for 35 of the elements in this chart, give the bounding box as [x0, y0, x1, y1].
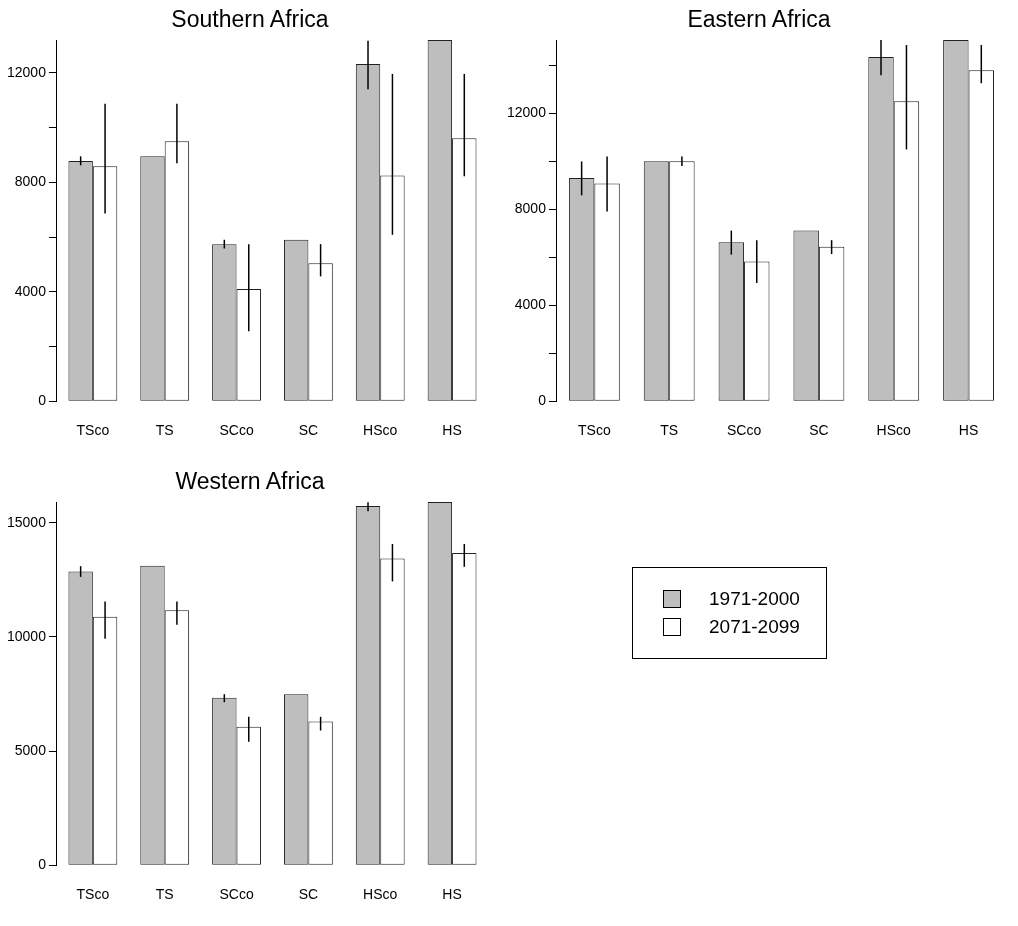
- y-tick-label: 5000: [14, 741, 47, 758]
- y-tick-label: 0: [38, 392, 47, 409]
- chart-title: Southern Africa: [170, 6, 330, 33]
- text: 2071-2099: [709, 616, 800, 638]
- x-tick-label: HS: [442, 422, 462, 439]
- x-tick-label: HS: [442, 886, 462, 903]
- x-tick-label: HSco: [363, 886, 398, 903]
- x-tick-label: TS: [155, 886, 174, 903]
- chart-title: Eastern Africa: [686, 6, 832, 33]
- x-tick-label: SCco: [219, 886, 254, 903]
- x-tick-label: TSco: [76, 886, 110, 903]
- x-tick-label: HS: [958, 422, 979, 439]
- x-tick-label: TS: [660, 422, 679, 439]
- y-tick-label: 0: [38, 856, 47, 873]
- x-tick-label: TS: [155, 422, 174, 439]
- legend-label: 1971-2000: [709, 588, 800, 610]
- y-tick-label: 8000: [514, 200, 547, 217]
- y-tick-label: 15000: [6, 513, 47, 530]
- x-tick-label: HSco: [363, 422, 398, 439]
- y-tick-label: 8000: [14, 173, 47, 190]
- x-tick-label: SCco: [219, 422, 254, 439]
- y-tick-label: 10000: [6, 627, 47, 644]
- x-tick-label: SC: [298, 422, 319, 439]
- x-tick-label: SC: [809, 422, 829, 439]
- x-tick-label: SCco: [726, 422, 762, 439]
- chart-title: Western Africa: [174, 468, 326, 495]
- y-tick-label: 4000: [514, 296, 547, 313]
- x-tick-label: SC: [298, 886, 319, 903]
- y-tick-label: 12000: [506, 104, 547, 121]
- y-tick-label: 12000: [6, 63, 47, 80]
- x-tick-label: HSco: [876, 422, 912, 439]
- y-tick-label: 0: [538, 392, 547, 409]
- x-tick-label: TSco: [578, 422, 611, 439]
- x-tick-label: TSco: [76, 422, 110, 439]
- y-tick-label: 4000: [14, 282, 47, 299]
